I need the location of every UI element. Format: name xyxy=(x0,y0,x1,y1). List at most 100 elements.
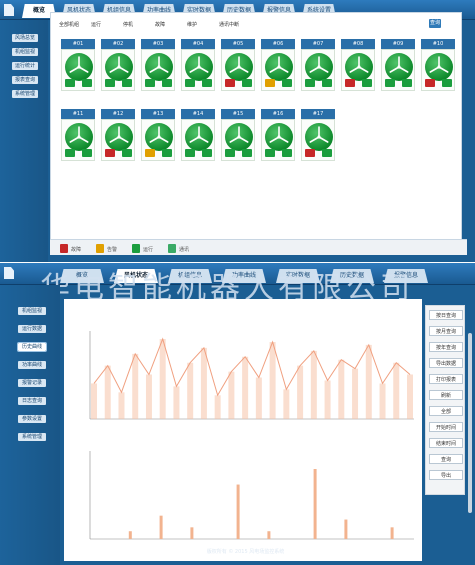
turbine-body xyxy=(221,49,255,91)
query-button-2[interactable]: 按月查询 xyxy=(429,326,463,336)
wind-turbine-icon xyxy=(265,53,293,81)
scrollbar[interactable] xyxy=(468,333,472,513)
turbine-body xyxy=(421,49,455,91)
turbine-card[interactable]: #07 xyxy=(301,39,335,91)
turbine-name: #16 xyxy=(261,109,295,119)
query-button-6[interactable]: 刷新 xyxy=(429,390,463,400)
comm-indicator-icon xyxy=(122,149,132,157)
sidebar-item-4[interactable]: 报表查询 xyxy=(12,76,38,84)
turbine-card[interactable]: #14 xyxy=(181,109,215,161)
turbine-name: #03 xyxy=(141,39,175,49)
tab-4[interactable]: 功率曲线 xyxy=(222,269,266,283)
sidebar-item-5[interactable]: 报警记录 xyxy=(18,379,46,387)
turbine-card[interactable]: #08 xyxy=(341,39,375,91)
filter-link-4[interactable]: 故障 xyxy=(155,22,166,28)
turbine-body xyxy=(261,119,295,161)
sidebar-item-1[interactable]: 机组监视 xyxy=(18,307,46,315)
tab-3[interactable]: 机组信息 xyxy=(168,269,212,283)
sidebar-item-3[interactable]: 运行统计 xyxy=(12,62,38,70)
query-button-8[interactable]: 开始时间 xyxy=(429,422,463,432)
turbine-card[interactable]: #03 xyxy=(141,39,175,91)
realtime-line-chart xyxy=(89,331,414,420)
query-button-4[interactable]: 导出数据 xyxy=(429,358,463,368)
legend-label: 运行 xyxy=(143,247,154,253)
tab-1[interactable]: 概览 xyxy=(22,4,56,18)
comm-indicator-icon xyxy=(282,79,292,87)
sidebar-item-4[interactable]: 功率曲线 xyxy=(18,361,46,369)
status-indicator-icon xyxy=(225,149,235,157)
turbine-card[interactable]: #06 xyxy=(261,39,295,91)
status-indicator-icon xyxy=(305,149,315,157)
turbine-card[interactable]: #04 xyxy=(181,39,215,91)
comm-indicator-icon xyxy=(122,79,132,87)
tab-6[interactable]: 历史数据 xyxy=(330,269,374,283)
query-button-5[interactable]: 打印报表 xyxy=(429,374,463,384)
wind-turbine-icon xyxy=(185,53,213,81)
turbine-body xyxy=(301,49,335,91)
turbine-card[interactable]: #02 xyxy=(101,39,135,91)
comm-indicator-icon xyxy=(202,79,212,87)
turbine-name: #09 xyxy=(381,39,415,49)
turbine-card[interactable]: #09 xyxy=(381,39,415,91)
status-indicator-icon xyxy=(305,79,315,87)
data-bar xyxy=(128,531,132,539)
comm-indicator-icon xyxy=(202,149,212,157)
sidebar-item-7[interactable]: 参数设置 xyxy=(18,415,46,423)
comm-indicator-icon xyxy=(322,79,332,87)
status-indicator-icon xyxy=(145,149,155,157)
tab-5[interactable]: 实时数据 xyxy=(276,269,320,283)
filter-link-3[interactable]: 停机 xyxy=(123,22,134,28)
sidebar-item-6[interactable]: 日志查询 xyxy=(18,397,46,405)
turbine-body xyxy=(221,119,255,161)
turbine-body xyxy=(261,49,295,91)
turbine-card[interactable]: #05 xyxy=(221,39,255,91)
wind-turbine-icon xyxy=(65,123,93,151)
data-bar xyxy=(236,484,240,539)
filter-link-6[interactable]: 通讯中断 xyxy=(219,22,240,28)
query-button-11[interactable]: 导出 xyxy=(429,470,463,480)
sidebar-item-8[interactable]: 系统管理 xyxy=(18,433,46,441)
search-button[interactable]: 查询 xyxy=(429,19,441,28)
wind-turbine-icon xyxy=(225,53,253,81)
turbine-name: #01 xyxy=(61,39,95,49)
filter-link-2[interactable]: 运行 xyxy=(91,22,102,28)
comm-indicator-icon xyxy=(242,149,252,157)
turbine-card[interactable]: #17 xyxy=(301,109,335,161)
status-indicator-icon xyxy=(345,79,355,87)
sidebar-item-1[interactable]: 风场总览 xyxy=(12,34,38,42)
comm-indicator-icon xyxy=(322,149,332,157)
comm-indicator-icon xyxy=(362,79,372,87)
tab-1[interactable]: 概览 xyxy=(60,269,104,283)
status-indicator-icon xyxy=(425,79,435,87)
tab-7[interactable]: 报警信息 xyxy=(384,269,428,283)
filter-link-1[interactable]: 全部机组 xyxy=(59,22,80,28)
legend-label: 通讯 xyxy=(179,247,190,253)
tab-2[interactable]: 风机状态 xyxy=(114,269,158,283)
turbine-card[interactable]: #11 xyxy=(61,109,95,161)
turbine-card[interactable]: #01 xyxy=(61,39,95,91)
legend-strip: 故障 告警 运行 通讯 xyxy=(50,239,467,255)
sidebar-item-2[interactable]: 运行数据 xyxy=(18,325,46,333)
query-button-1[interactable]: 按日查询 xyxy=(429,310,463,320)
sidebar-item-3[interactable]: 历史曲线 xyxy=(17,342,47,352)
query-button-7[interactable]: 全部 xyxy=(429,406,463,416)
sidebar-item-5[interactable]: 系统管理 xyxy=(12,90,38,98)
turbine-card[interactable]: #12 xyxy=(101,109,135,161)
status-indicator-icon xyxy=(105,79,115,87)
filter-link-5[interactable]: 维护 xyxy=(187,22,198,28)
sidebar-item-2[interactable]: 机组监视 xyxy=(12,48,38,56)
turbine-card[interactable]: #15 xyxy=(221,109,255,161)
query-button-10[interactable]: 查询 xyxy=(429,454,463,464)
turbine-name: #17 xyxy=(301,109,335,119)
turbine-card[interactable]: #13 xyxy=(141,109,175,161)
comm-indicator-icon xyxy=(242,79,252,87)
wind-turbine-icon xyxy=(145,123,173,151)
query-button-3[interactable]: 按年查询 xyxy=(429,342,463,352)
legend-swatch-icon xyxy=(60,244,68,253)
chart-area xyxy=(64,299,422,561)
wind-turbine-icon xyxy=(425,53,453,81)
turbine-card[interactable]: #16 xyxy=(261,109,295,161)
turbine-card[interactable]: #10 xyxy=(421,39,455,91)
query-button-9[interactable]: 结束时间 xyxy=(429,438,463,448)
status-indicator-icon xyxy=(185,79,195,87)
